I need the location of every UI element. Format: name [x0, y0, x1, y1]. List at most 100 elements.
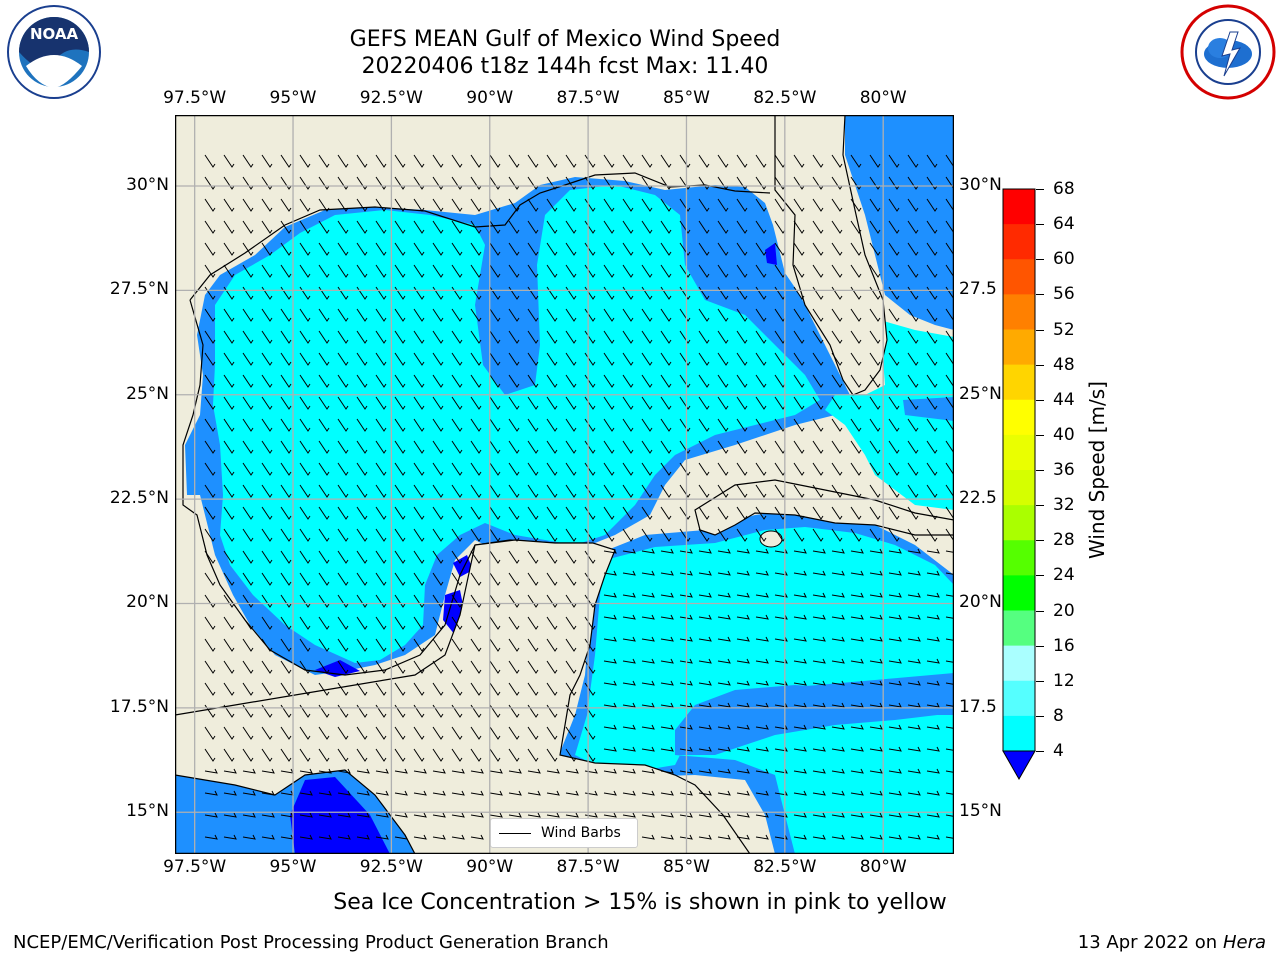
wind-barb: [812, 176, 824, 190]
wind-barb: [907, 702, 921, 708]
wind-barb: [546, 768, 560, 774]
wind-barb: [261, 440, 273, 454]
wind-barb: [299, 704, 311, 718]
wind-barb: [850, 658, 864, 664]
wind-barb: [470, 704, 482, 718]
colorbar-tick-9: 32: [1053, 495, 1075, 516]
wind-barb: [755, 198, 767, 212]
wind-barb: [299, 242, 311, 256]
wind-barb: [926, 680, 940, 686]
wind-barb: [546, 484, 558, 498]
footer-date: 13 Apr 2022 on Hera: [1078, 932, 1266, 953]
wind-barb: [812, 220, 824, 234]
wind-barb: [603, 506, 615, 520]
wind-barb: [831, 528, 843, 542]
wind-barb: [831, 548, 845, 554]
wind-barb: [337, 834, 351, 840]
wind-barb: [299, 638, 311, 652]
colorbar-tick-mark-7: [1036, 434, 1044, 436]
wind-barb: [204, 834, 218, 840]
wind-barb: [679, 220, 691, 234]
wind-barb: [907, 418, 919, 432]
wind-barb: [356, 462, 368, 476]
wind-barb: [261, 616, 273, 630]
wind-barb: [755, 176, 767, 190]
wind-barb: [356, 374, 368, 388]
wind-barb: [527, 242, 539, 256]
wind-barb: [394, 790, 408, 796]
wind-barb: [850, 768, 864, 774]
colorbar-tick-mark-14: [1036, 680, 1044, 682]
wind-barb: [375, 528, 387, 542]
wind-barb: [413, 264, 425, 278]
wind-barb: [527, 352, 539, 366]
wind-barb: [850, 636, 864, 642]
wind-barb: [926, 506, 938, 520]
wind-barb: [432, 242, 444, 256]
wind-barb: [375, 506, 387, 520]
wind-barb: [280, 374, 292, 388]
wind-barb: [888, 484, 900, 498]
wind-barb: [318, 528, 330, 542]
wind-barb: [318, 748, 330, 762]
wind-barb: [888, 724, 902, 730]
wind-barb: [394, 572, 406, 586]
wind-barb: [641, 746, 655, 752]
wind-barb: [926, 484, 938, 498]
wind-barb: [280, 330, 292, 344]
colorbar-tick-14: 12: [1053, 670, 1075, 691]
wind-barb: [869, 396, 881, 410]
wind-barb: [850, 418, 862, 432]
wind-barb: [413, 594, 425, 608]
wind-barb: [413, 352, 425, 366]
wind-barb: [622, 352, 634, 366]
wind-barb: [679, 264, 691, 278]
wind-barb: [850, 484, 862, 498]
wind-barb: [223, 396, 235, 410]
wind-barb: [413, 638, 425, 652]
wind-barb: [299, 308, 311, 322]
wind-barb: [508, 660, 520, 674]
wind-barb: [679, 812, 693, 818]
wind-barb: [717, 812, 731, 818]
wind-barb: [527, 616, 539, 630]
wind-barb: [717, 614, 731, 620]
wind-barb: [546, 374, 558, 388]
wind-barb: [280, 616, 292, 630]
wind-barb: [261, 418, 273, 432]
wind-barb: [907, 308, 919, 322]
wind-barb: [869, 462, 881, 476]
wind-barb: [261, 550, 273, 564]
wind-barb: [831, 396, 843, 410]
wind-barb: [470, 682, 482, 696]
wind-barb: [736, 790, 750, 796]
wind-barb: [261, 812, 275, 818]
wind-barb: [717, 220, 729, 234]
wind-barb: [299, 264, 311, 278]
wind-barb: [508, 242, 520, 256]
wind-barb: [622, 592, 636, 598]
wind-barb: [812, 790, 826, 796]
colorbar-tick-mark-15: [1036, 715, 1044, 717]
wind-barb: [755, 548, 769, 554]
wind-barb: [204, 748, 216, 762]
wind-barb: [717, 528, 729, 542]
wind-barb: [565, 726, 577, 740]
wind-barb: [679, 198, 691, 212]
colorbar-tick-mark-12: [1036, 610, 1044, 612]
wind-barb: [926, 658, 940, 664]
colorbar-tick-1: 64: [1053, 214, 1075, 235]
wind-barb: [394, 506, 406, 520]
wind-barb: [470, 550, 482, 564]
atlantic-wind-4-8: [845, 115, 954, 330]
wind-barb: [888, 636, 902, 642]
wind-barb: [470, 812, 484, 818]
wind-barb: [356, 308, 368, 322]
wind-barb: [945, 528, 954, 542]
wind-barb: [926, 724, 940, 730]
wind-barb: [565, 198, 577, 212]
wind-barb: [774, 680, 788, 686]
wind-barb: [660, 330, 672, 344]
wind-barb: [565, 462, 577, 476]
wind-barb: [432, 768, 446, 774]
